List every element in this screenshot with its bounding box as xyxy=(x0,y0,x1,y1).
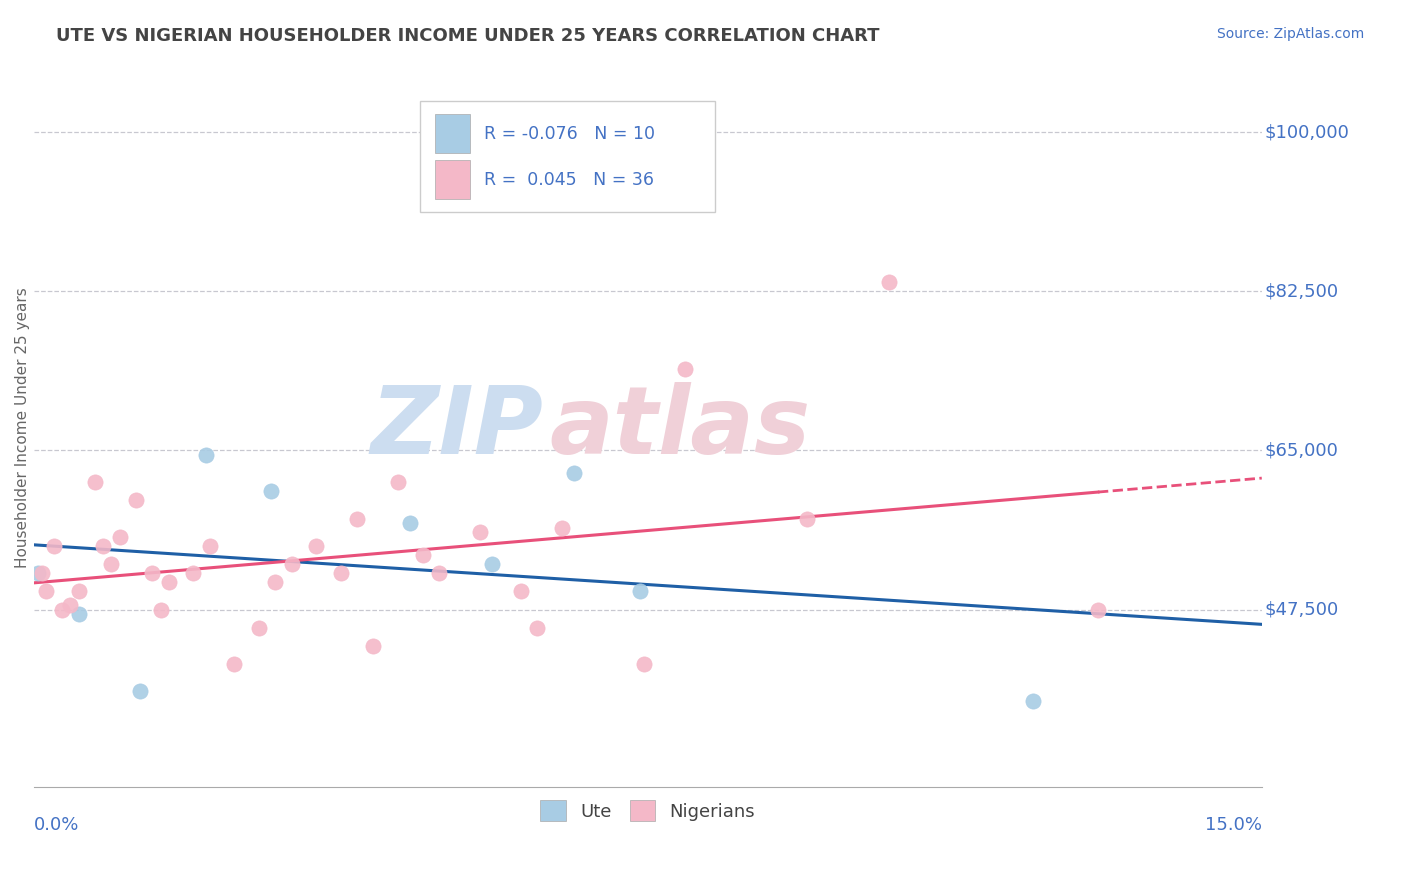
Text: 15.0%: 15.0% xyxy=(1205,815,1261,834)
Point xyxy=(108,530,131,544)
Point xyxy=(280,557,302,571)
Point xyxy=(181,566,204,581)
Legend: Ute, Nigerians: Ute, Nigerians xyxy=(533,793,762,828)
Text: $65,000: $65,000 xyxy=(1264,442,1339,459)
Point xyxy=(51,602,73,616)
Point xyxy=(100,557,122,571)
Point xyxy=(125,493,148,508)
Point xyxy=(399,516,422,531)
Point xyxy=(329,566,352,581)
Text: 0.0%: 0.0% xyxy=(34,815,79,834)
Point xyxy=(1021,693,1043,707)
Point xyxy=(1087,602,1109,616)
Text: ZIP: ZIP xyxy=(370,382,543,474)
Text: UTE VS NIGERIAN HOUSEHOLDER INCOME UNDER 25 YEARS CORRELATION CHART: UTE VS NIGERIAN HOUSEHOLDER INCOME UNDER… xyxy=(56,27,880,45)
Point xyxy=(509,584,531,599)
Point xyxy=(363,639,385,653)
Point xyxy=(481,557,503,571)
Bar xyxy=(436,160,470,199)
Point xyxy=(562,466,585,480)
Text: $82,500: $82,500 xyxy=(1264,282,1339,301)
Point xyxy=(387,475,409,490)
Point xyxy=(42,539,65,553)
Point xyxy=(198,539,221,553)
Point xyxy=(67,584,90,599)
Point xyxy=(247,621,270,635)
Point xyxy=(551,521,574,535)
Point xyxy=(31,566,53,581)
Bar xyxy=(436,114,470,153)
FancyBboxPatch shape xyxy=(420,101,716,212)
Point xyxy=(628,584,651,599)
Point xyxy=(877,275,900,289)
Point xyxy=(141,566,163,581)
Point xyxy=(526,621,548,635)
Y-axis label: Householder Income Under 25 years: Householder Income Under 25 years xyxy=(15,287,30,568)
Point xyxy=(35,584,58,599)
Point xyxy=(468,525,491,540)
Point xyxy=(264,575,287,590)
Point xyxy=(149,602,172,616)
Point xyxy=(194,448,217,462)
Text: R =  0.045   N = 36: R = 0.045 N = 36 xyxy=(484,170,654,188)
Point xyxy=(427,566,450,581)
Point xyxy=(673,361,696,376)
Text: atlas: atlas xyxy=(550,382,811,474)
Point xyxy=(412,548,434,562)
Point xyxy=(796,511,818,525)
Point xyxy=(59,598,82,612)
Text: $100,000: $100,000 xyxy=(1264,123,1350,141)
Text: R = -0.076   N = 10: R = -0.076 N = 10 xyxy=(484,125,655,143)
Point xyxy=(224,657,246,672)
Point xyxy=(346,511,368,525)
Point xyxy=(67,607,90,622)
Text: $47,500: $47,500 xyxy=(1264,600,1339,618)
Point xyxy=(129,684,152,698)
Point xyxy=(260,484,283,499)
Point xyxy=(305,539,328,553)
Point xyxy=(27,566,49,581)
Point xyxy=(91,539,114,553)
Text: Source: ZipAtlas.com: Source: ZipAtlas.com xyxy=(1216,27,1364,41)
Point xyxy=(633,657,655,672)
Point xyxy=(84,475,107,490)
Point xyxy=(157,575,180,590)
